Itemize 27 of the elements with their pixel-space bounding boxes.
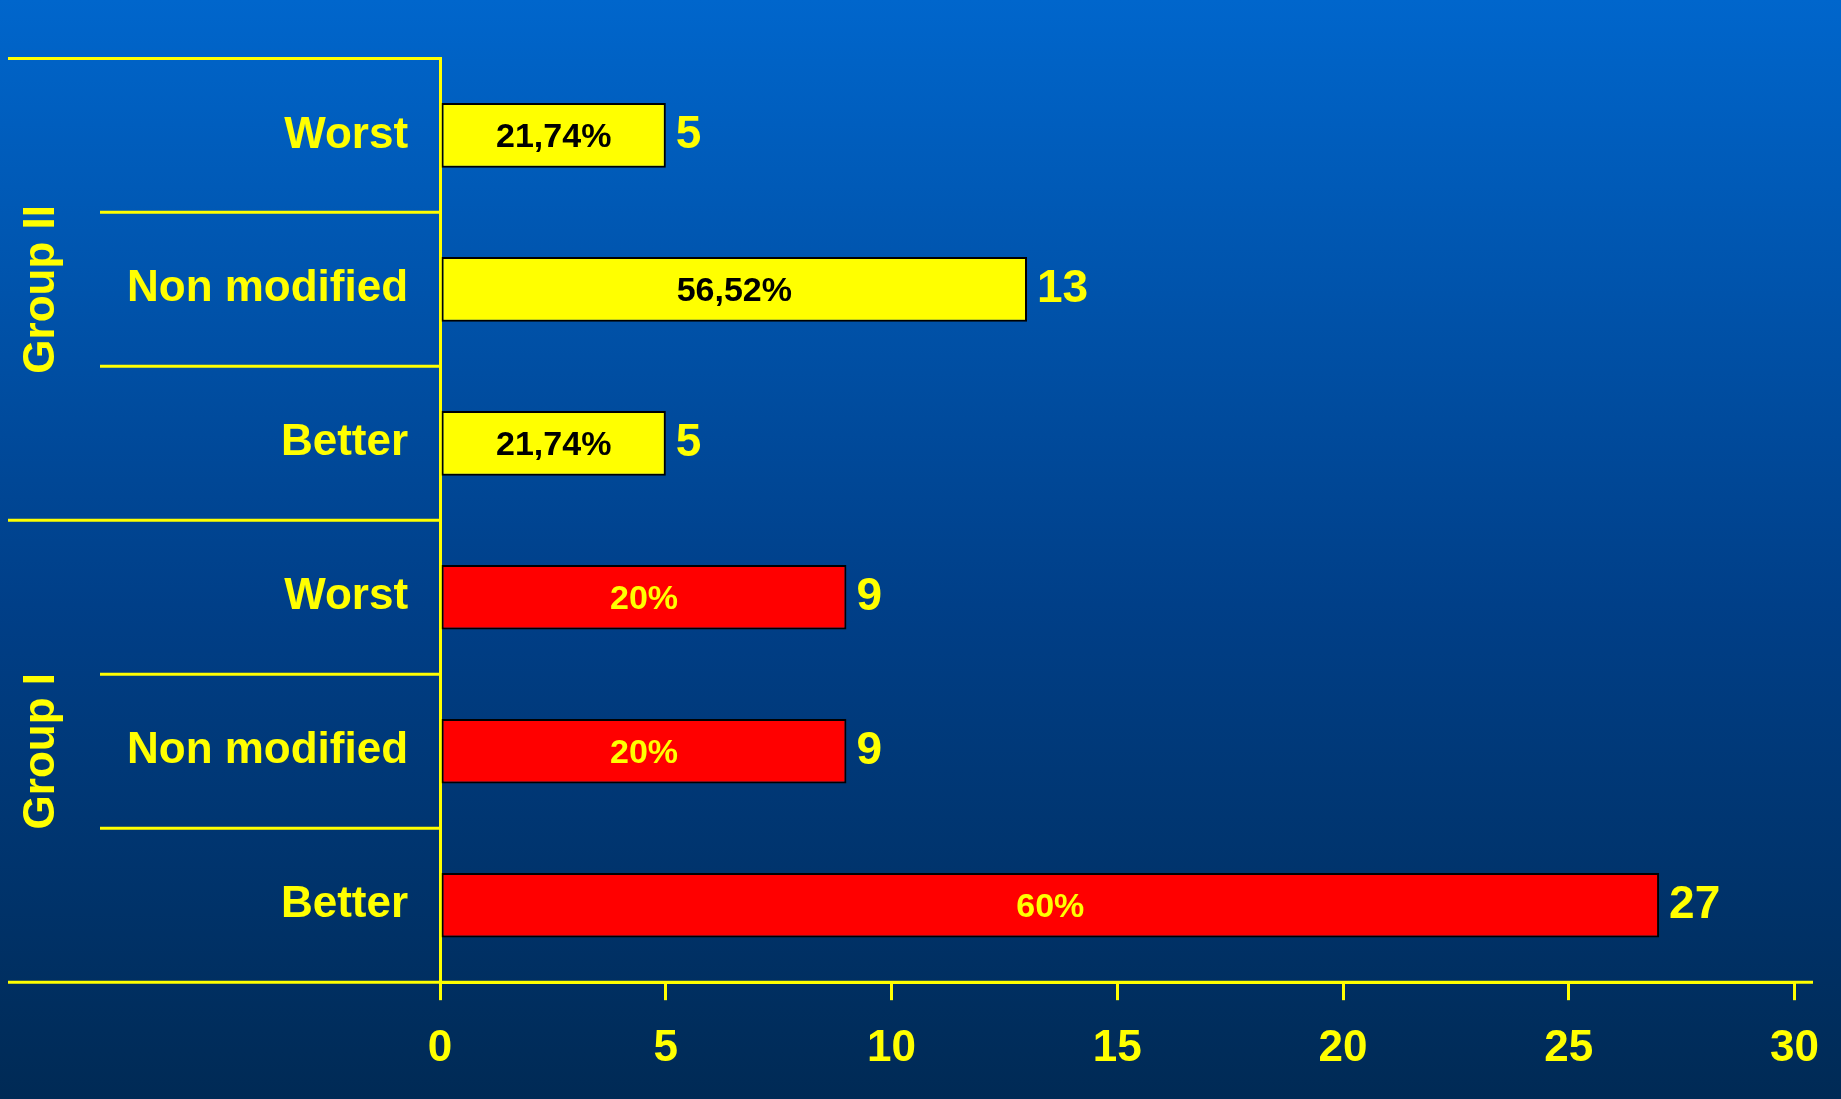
data-label: 9 bbox=[856, 567, 883, 620]
annotation: 21,74% bbox=[496, 115, 612, 154]
y-tick-label: Worst bbox=[284, 569, 409, 619]
x-tick-label: 15 bbox=[1092, 1020, 1142, 1070]
y-tick-label: Better bbox=[280, 877, 409, 927]
data-label: 9 bbox=[856, 721, 883, 774]
x-tick-label: 0 bbox=[427, 1020, 453, 1070]
y-tick-label: Better bbox=[280, 415, 409, 465]
y-tick-label: Worst bbox=[284, 107, 409, 157]
annotation: 20% bbox=[609, 731, 679, 770]
y-tick-label: Non modified bbox=[126, 723, 409, 773]
text: Group I bbox=[14, 673, 64, 830]
x-tick-label: 30 bbox=[1770, 1020, 1820, 1070]
x-tick-label: 10 bbox=[867, 1020, 917, 1070]
annotation: 56,52% bbox=[676, 269, 792, 308]
x-tick-label: 5 bbox=[653, 1020, 679, 1070]
data-label: 5 bbox=[675, 414, 702, 466]
y-tick-label: Non modified bbox=[126, 261, 409, 311]
annotation: 60% bbox=[1016, 885, 1085, 924]
x-tick-label: 25 bbox=[1544, 1020, 1594, 1070]
data-label: 13 bbox=[1037, 260, 1089, 313]
text: Group II bbox=[14, 205, 64, 374]
data-label: 27 bbox=[1669, 875, 1721, 928]
annotation: 20% bbox=[609, 577, 679, 616]
annotation: 21,74% bbox=[496, 423, 612, 462]
x-tick-label: 20 bbox=[1318, 1020, 1368, 1070]
data-label: 5 bbox=[675, 106, 702, 159]
